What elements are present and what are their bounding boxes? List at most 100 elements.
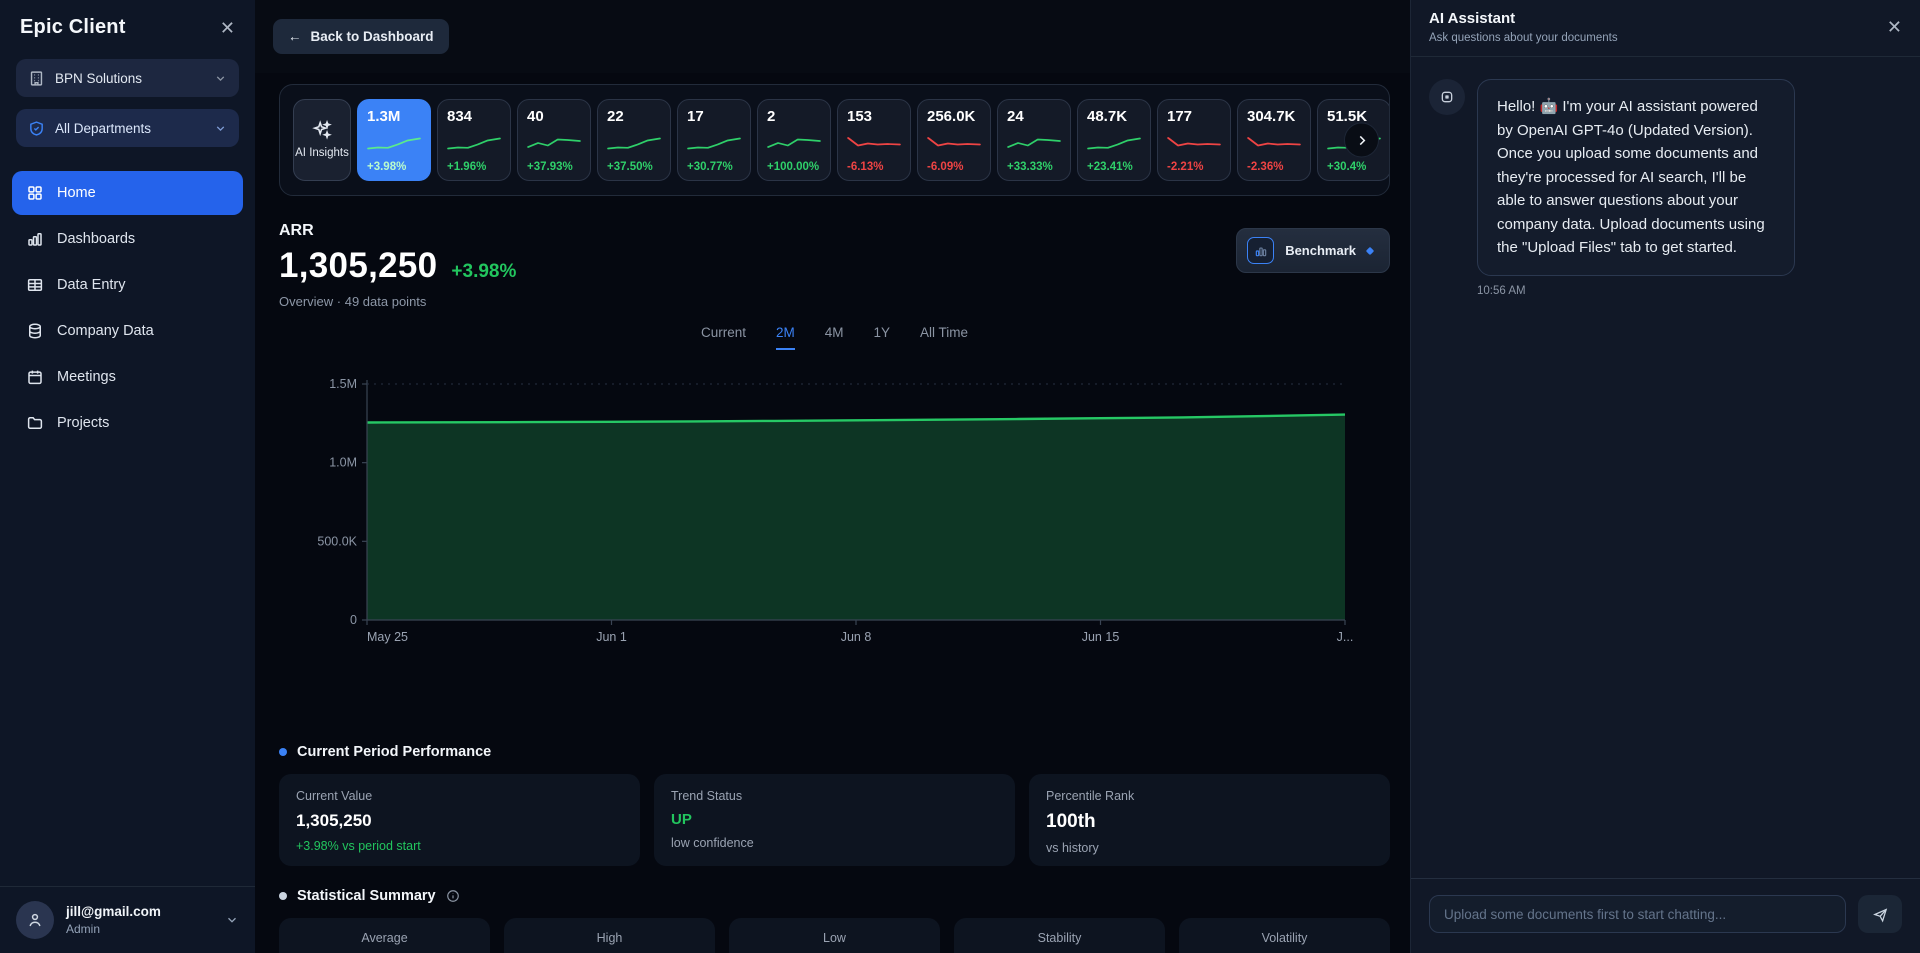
- tab-all-time[interactable]: All Time: [920, 325, 968, 350]
- sidebar-item-projects[interactable]: Projects: [12, 401, 243, 445]
- benchmark-button[interactable]: Benchmark: [1236, 228, 1390, 273]
- stats-card: Stability: [954, 918, 1165, 953]
- performance-section: Current Period Performance Current Value…: [279, 744, 1390, 866]
- tab-current[interactable]: Current: [701, 325, 746, 350]
- metric-card[interactable]: 304.7K -2.36%: [1237, 99, 1311, 181]
- sidebar-item-home[interactable]: Home: [12, 171, 243, 215]
- metric-card[interactable]: 17+30.77%: [677, 99, 751, 181]
- metric-card-change: -2.36%: [1247, 161, 1301, 173]
- table-icon: [26, 276, 44, 294]
- metric-card[interactable]: 48.7K+23.41%: [1077, 99, 1151, 181]
- performance-card-label: Trend Status: [671, 789, 998, 803]
- metric-card[interactable]: 177-2.21%: [1157, 99, 1231, 181]
- user-menu[interactable]: jill@gmail.com Admin: [0, 886, 255, 953]
- sidebar-close-icon[interactable]: ✕: [220, 19, 235, 37]
- performance-card-value: UP: [671, 811, 998, 828]
- database-icon: [26, 322, 44, 340]
- sidebar-item-meetings[interactable]: Meetings: [12, 355, 243, 399]
- building-icon: [28, 70, 45, 87]
- metric-card[interactable]: 2+100.00%: [757, 99, 831, 181]
- performance-card-label: Current Value: [296, 789, 623, 803]
- metric-card-change: +30.4%: [1327, 161, 1381, 173]
- message-timestamp: 10:56 AM: [1477, 285, 1902, 297]
- arr-area-chart: 0500.0K1.0M1.5MMay 25Jun 1Jun 8Jun 15J..…: [279, 370, 1390, 656]
- metric-card[interactable]: 153-6.13%: [837, 99, 911, 181]
- metric-card-value: 304.7K: [1247, 108, 1301, 125]
- assistant-subtitle: Ask questions about your documents: [1429, 32, 1618, 44]
- stats-card: Volatility: [1179, 918, 1390, 953]
- metric-card-change: +33.33%: [1007, 161, 1061, 173]
- assistant-message-row: Hello! 🤖 I'm your AI assistant powered b…: [1429, 79, 1902, 276]
- topbar: ← Back to Dashboard: [255, 0, 1410, 73]
- metric-card[interactable]: 256.0K-6.09%: [917, 99, 991, 181]
- sidebar: Epic Client ✕ BPN Solutions All Departme…: [0, 0, 255, 953]
- metric-card-change: -6.13%: [847, 161, 901, 173]
- svg-text:Jun 1: Jun 1: [596, 630, 627, 644]
- sidebar-nav: Home Dashboards Data Entry Company DataMeet…: [12, 171, 243, 445]
- ai-insights-button[interactable]: AI Insights: [293, 99, 351, 181]
- svg-text:1.5M: 1.5M: [329, 377, 357, 391]
- tab-4m[interactable]: 4M: [825, 325, 844, 350]
- assistant-message: Hello! 🤖 I'm your AI assistant powered b…: [1477, 79, 1795, 276]
- sidebar-item-dashboards[interactable]: Dashboards: [12, 217, 243, 261]
- metric-card-value: 24: [1007, 108, 1061, 125]
- chevron-down-icon: [225, 913, 239, 927]
- metric-card-value: 256.0K: [927, 108, 981, 125]
- svg-text:0: 0: [350, 613, 357, 627]
- sidebar-item-company-data[interactable]: Company Data: [12, 309, 243, 353]
- back-to-dashboard-button[interactable]: ← Back to Dashboard: [273, 19, 449, 54]
- svg-text:J...: J...: [1337, 630, 1354, 644]
- metric-card-change: +23.41%: [1087, 161, 1141, 173]
- range-tabs: Current 2M 4M 1Y All Time: [279, 325, 1390, 350]
- metric-card[interactable]: 1.3M+3.98%: [357, 99, 431, 181]
- metric-card[interactable]: 40+37.93%: [517, 99, 591, 181]
- grid-icon: [26, 184, 44, 202]
- sidebar-item-label: Projects: [57, 415, 109, 431]
- back-button-label: Back to Dashboard: [311, 29, 434, 44]
- chevron-down-icon: [214, 122, 227, 135]
- performance-heading: Current Period Performance: [297, 744, 491, 760]
- main-area: ← Back to Dashboard AI Insights 1.3M+3.9…: [255, 0, 1411, 953]
- send-icon: [1872, 906, 1889, 923]
- chat-input-bar: [1411, 878, 1920, 953]
- shield-check-icon: [28, 120, 45, 137]
- department-label: All Departments: [55, 121, 204, 136]
- arrow-left-icon: ←: [288, 29, 302, 44]
- chat-messages: Hello! 🤖 I'm your AI assistant powered b…: [1411, 57, 1920, 878]
- sidebar-item-label: Dashboards: [57, 231, 135, 247]
- tab-2m[interactable]: 2M: [776, 325, 795, 350]
- send-button[interactable]: [1858, 895, 1902, 933]
- metric-card[interactable]: 24 +33.33%: [997, 99, 1071, 181]
- metric-cards: 1.3M+3.98%834+1.96%40+37.93%22+37.50%17+…: [357, 99, 1390, 181]
- organization-selector[interactable]: BPN Solutions: [16, 59, 239, 97]
- sidebar-item-label: Data Entry: [57, 277, 126, 293]
- metric-change: +3.98%: [451, 261, 516, 283]
- stats-card-label: Volatility: [1262, 931, 1308, 953]
- metric-subtitle: Overview · 49 data points: [279, 294, 516, 309]
- user-email: jill@gmail.com: [66, 904, 213, 919]
- sidebar-item-data-entry[interactable]: Data Entry: [12, 263, 243, 307]
- svg-text:Jun 15: Jun 15: [1082, 630, 1120, 644]
- metric-card-value: 834: [447, 108, 501, 125]
- info-icon[interactable]: [446, 889, 460, 903]
- bot-avatar-icon: [1429, 79, 1465, 115]
- metric-card[interactable]: 834+1.96%: [437, 99, 511, 181]
- performance-card-label: Percentile Rank: [1046, 789, 1373, 803]
- strip-scroll-right-button[interactable]: [1344, 123, 1379, 158]
- metric-card[interactable]: 22+37.50%: [597, 99, 671, 181]
- assistant-close-icon[interactable]: ✕: [1887, 10, 1902, 44]
- tab-1y[interactable]: 1Y: [874, 325, 891, 350]
- chat-input[interactable]: [1429, 895, 1846, 933]
- metric-value: 1,305,250: [279, 246, 437, 286]
- stats-card-label: Low: [823, 931, 846, 953]
- avatar: [16, 901, 54, 939]
- stats-card: Average: [279, 918, 490, 953]
- metric-card-value: 22: [607, 108, 661, 125]
- organization-label: BPN Solutions: [55, 71, 204, 86]
- metric-card-value: 177: [1167, 108, 1221, 125]
- svg-text:May 25: May 25: [367, 630, 408, 644]
- performance-card-value: 100th: [1046, 811, 1373, 833]
- department-selector[interactable]: All Departments: [16, 109, 239, 147]
- performance-card-value: 1,305,250: [296, 811, 623, 831]
- benchmark-dot-icon: [1366, 246, 1374, 254]
